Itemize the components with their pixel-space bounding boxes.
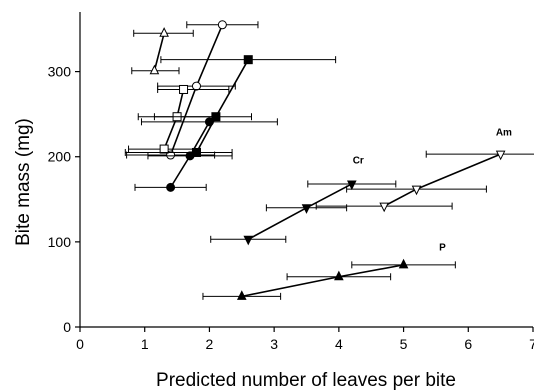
axes bbox=[79, 12, 533, 328]
series-line bbox=[247, 183, 353, 241]
y-axis-label: Bite mass (mg) bbox=[13, 118, 34, 246]
series bbox=[315, 150, 534, 213]
x-axis-label: Predicted number of leaves per bite bbox=[156, 370, 456, 391]
series bbox=[134, 117, 278, 192]
series bbox=[210, 180, 397, 246]
data-point bbox=[236, 290, 247, 300]
series-annotation: Am bbox=[496, 127, 512, 138]
data-point bbox=[204, 117, 214, 127]
ticks: 0 1 2 3 4 5 6 7 0 100 200 300 bbox=[48, 64, 534, 352]
series bbox=[131, 27, 194, 75]
data-point bbox=[159, 27, 169, 37]
data-point bbox=[301, 204, 312, 214]
x-tick-label: 0 bbox=[76, 336, 84, 352]
data-point bbox=[411, 185, 422, 196]
x-tick-label: 5 bbox=[400, 336, 408, 352]
data-point bbox=[159, 144, 169, 154]
annotations: Am Cr P bbox=[353, 127, 512, 253]
data-point bbox=[179, 84, 189, 94]
data-point bbox=[495, 150, 506, 161]
x-tick-label: 4 bbox=[335, 336, 343, 352]
series bbox=[124, 55, 337, 157]
data-point bbox=[185, 151, 195, 161]
y-tick-label: 100 bbox=[48, 234, 72, 250]
data-point bbox=[211, 112, 221, 122]
data-point bbox=[217, 20, 227, 30]
x-tick-label: 2 bbox=[206, 336, 214, 352]
series-annotation: P bbox=[439, 242, 446, 253]
plot-area bbox=[124, 20, 534, 300]
series-annotation: Cr bbox=[353, 156, 364, 167]
data-point bbox=[398, 258, 409, 269]
x-tick-label: 1 bbox=[141, 336, 149, 352]
data-point bbox=[149, 64, 160, 75]
series-line bbox=[241, 264, 404, 298]
x-tick-label: 3 bbox=[270, 336, 278, 352]
x-tick-label: 7 bbox=[529, 336, 534, 352]
data-point bbox=[191, 81, 201, 91]
data-point bbox=[379, 202, 389, 213]
series-line bbox=[195, 59, 249, 153]
data-point bbox=[346, 180, 357, 191]
series-line bbox=[383, 153, 501, 207]
data-point bbox=[334, 270, 344, 281]
data-point bbox=[243, 235, 254, 246]
series-line bbox=[153, 33, 165, 71]
y-tick-label: 300 bbox=[48, 64, 72, 80]
y-tick-label: 200 bbox=[48, 149, 72, 165]
y-tick-label: 0 bbox=[63, 319, 71, 335]
data-point bbox=[243, 55, 253, 65]
x-tick-label: 6 bbox=[464, 336, 472, 352]
series bbox=[202, 258, 456, 300]
data-point bbox=[166, 182, 176, 192]
